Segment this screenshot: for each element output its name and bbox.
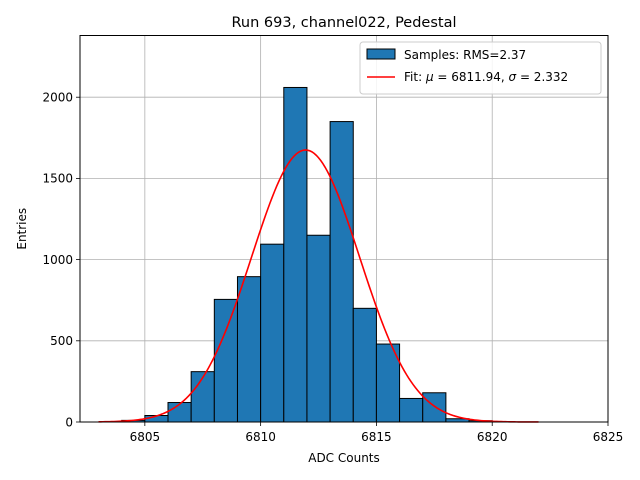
legend-fit-mu-value: = 6811.94, bbox=[434, 70, 509, 84]
histogram-bar bbox=[260, 243, 285, 423]
fit-curve-layer bbox=[98, 149, 539, 423]
y-tick-label: 1500 bbox=[42, 172, 73, 186]
x-tick-label: 6810 bbox=[245, 430, 276, 444]
legend-histogram-swatch bbox=[366, 48, 396, 60]
fit-curve bbox=[98, 149, 539, 423]
legend-fit-sigma-symbol: σ bbox=[509, 70, 517, 84]
y-tick-label: 500 bbox=[50, 334, 73, 348]
histogram-bar bbox=[167, 402, 192, 423]
x-tick-label: 6820 bbox=[477, 430, 508, 444]
legend-fit-label: Fit: μ = 6811.94, σ = 2.332 bbox=[404, 70, 568, 84]
x-axis-ticks: 6805 6810 6815 6820 6825 bbox=[130, 422, 624, 444]
y-tick-label: 1000 bbox=[42, 253, 73, 267]
x-axis-label: ADC Counts bbox=[308, 451, 380, 465]
x-tick-label: 6815 bbox=[361, 430, 392, 444]
histogram-bar bbox=[236, 276, 262, 423]
legend-box bbox=[359, 41, 602, 95]
legend: Samples: RMS=2.37 Fit: μ = 6811.94, σ = … bbox=[359, 41, 602, 95]
plot-frame bbox=[79, 35, 609, 423]
legend-histogram-label: Samples: RMS=2.37 bbox=[404, 48, 526, 62]
histogram-bar bbox=[352, 307, 377, 423]
histogram-bar bbox=[422, 392, 447, 423]
legend-fit-prefix: Fit: bbox=[404, 70, 426, 84]
histogram-bar bbox=[306, 234, 331, 423]
y-tick-label: 2000 bbox=[42, 91, 73, 105]
y-axis-ticks: 0 500 1000 1500 2000 bbox=[42, 91, 80, 429]
legend-fit-sigma-value: = 2.332 bbox=[516, 70, 568, 84]
x-tick-label: 6825 bbox=[593, 430, 624, 444]
histogram-bar bbox=[213, 298, 238, 423]
histogram-bar bbox=[329, 121, 354, 423]
chart-title: Run 693, channel022, Pedestal bbox=[231, 15, 456, 31]
legend-fit-mu-symbol: μ bbox=[425, 70, 434, 84]
histogram-bar bbox=[283, 86, 308, 423]
x-tick-label: 6805 bbox=[130, 430, 161, 444]
histogram-bar bbox=[399, 397, 424, 423]
y-axis-label: Entries bbox=[15, 208, 29, 250]
y-tick-label: 0 bbox=[65, 415, 73, 429]
histogram-bar bbox=[190, 371, 215, 423]
histogram-bars bbox=[121, 86, 493, 423]
